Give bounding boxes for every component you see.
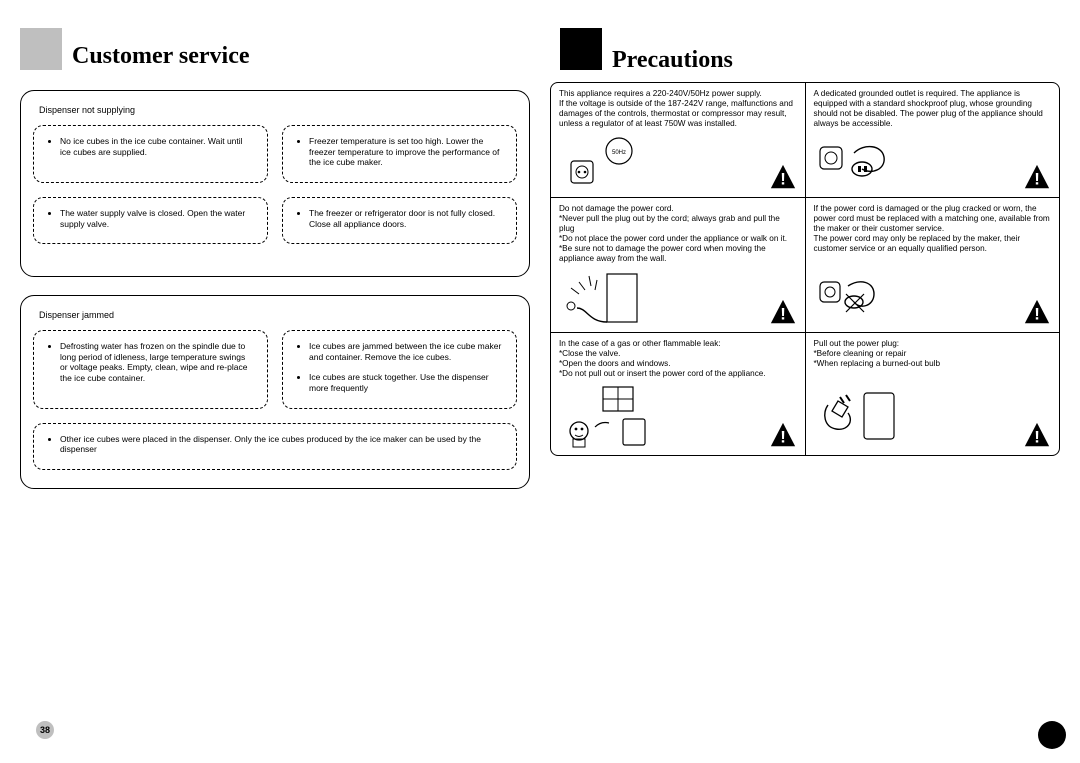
panel-dispenser-jammed: Dispenser jammed Defrosting water has fr…: [20, 295, 530, 489]
header-black-box: [560, 28, 602, 70]
cause-text: Ice cubes are jammed between the ice cub…: [309, 341, 504, 362]
precaution-cell: A dedicated grounded outlet is required.…: [806, 83, 1060, 197]
precaution-cell: Do not damage the power cord. *Never pul…: [551, 198, 806, 332]
cause-box: Freezer temperature is set too high. Low…: [282, 125, 517, 183]
precaution-cell: In the case of a gas or other flammable …: [551, 333, 806, 455]
cause-text: Freezer temperature is set too high. Low…: [309, 136, 504, 168]
precaution-text: A dedicated grounded outlet is required.…: [814, 89, 1052, 129]
cord-damage-icon: [559, 268, 659, 326]
panel1-title: Dispenser not supplying: [39, 105, 517, 115]
cause-text: The water supply valve is closed. Open t…: [60, 208, 255, 229]
cause-text: Other ice cubes were placed in the dispe…: [60, 434, 504, 455]
cord-replace-icon: [814, 272, 914, 326]
precaution-cell: Pull out the power plug: *Before cleanin…: [806, 333, 1060, 455]
precaution-text: In the case of a gas or other flammable …: [559, 339, 797, 379]
svg-text:!: !: [780, 304, 786, 323]
panel-dispenser-not-supplying: Dispenser not supplying No ice cubes in …: [20, 90, 530, 277]
cause-box: Ice cubes are jammed between the ice cub…: [282, 330, 517, 409]
precaution-text: Do not damage the power cord. *Never pul…: [559, 204, 797, 264]
warning-icon: !: [1023, 421, 1051, 449]
precaution-cell: This appliance requires a 220-240V/50Hz …: [551, 83, 806, 197]
cause-box: The water supply valve is closed. Open t…: [33, 197, 268, 244]
unplug-icon: [814, 383, 914, 449]
warning-icon: !: [1023, 163, 1051, 191]
warning-icon: !: [1023, 298, 1051, 326]
left-page: Customer service Dispenser not supplying…: [20, 28, 530, 507]
plug-outlet-icon: [814, 133, 914, 191]
left-header: Customer service: [20, 28, 530, 70]
cause-box: Other ice cubes were placed in the dispe…: [33, 423, 517, 470]
precaution-text: If the power cord is damaged or the plug…: [814, 204, 1052, 254]
precaution-text: This appliance requires a 220-240V/50Hz …: [559, 89, 797, 129]
svg-text:!: !: [1034, 169, 1040, 188]
cause-box: No ice cubes in the ice cube container. …: [33, 125, 268, 183]
warning-icon: !: [769, 298, 797, 326]
svg-text:50Hz: 50Hz: [612, 150, 626, 156]
warning-icon: !: [769, 163, 797, 191]
panel2-title: Dispenser jammed: [39, 310, 517, 320]
page-number: 38: [36, 721, 54, 739]
warning-icon: !: [769, 421, 797, 449]
cause-text: The freezer or refrigerator door is not …: [309, 208, 504, 229]
precaution-cell: If the power cord is damaged or the plug…: [806, 198, 1060, 332]
right-header: Precautions: [560, 28, 1060, 70]
right-title: Precautions: [612, 47, 733, 74]
cause-text: Defrosting water has frozen on the spind…: [60, 341, 255, 384]
corner-dot: [1038, 721, 1066, 749]
precautions-grid: This appliance requires a 220-240V/50Hz …: [550, 82, 1060, 456]
svg-text:!: !: [780, 427, 786, 446]
cause-text: Ice cubes are stuck together. Use the di…: [309, 372, 504, 393]
svg-text:!: !: [1034, 427, 1040, 446]
header-grey-box: [20, 28, 62, 70]
svg-text:!: !: [780, 169, 786, 188]
precaution-text: Pull out the power plug: *Before cleanin…: [814, 339, 1052, 369]
gas-leak-icon: [559, 383, 669, 449]
cause-box: The freezer or refrigerator door is not …: [282, 197, 517, 244]
svg-text:!: !: [1034, 304, 1040, 323]
left-title: Customer service: [72, 43, 250, 70]
cause-box: Defrosting water has frozen on the spind…: [33, 330, 268, 409]
voltage-icon: 50Hz: [559, 133, 649, 191]
right-page: Precautions This appliance requires a 22…: [550, 28, 1060, 507]
cause-text: No ice cubes in the ice cube container. …: [60, 136, 255, 157]
